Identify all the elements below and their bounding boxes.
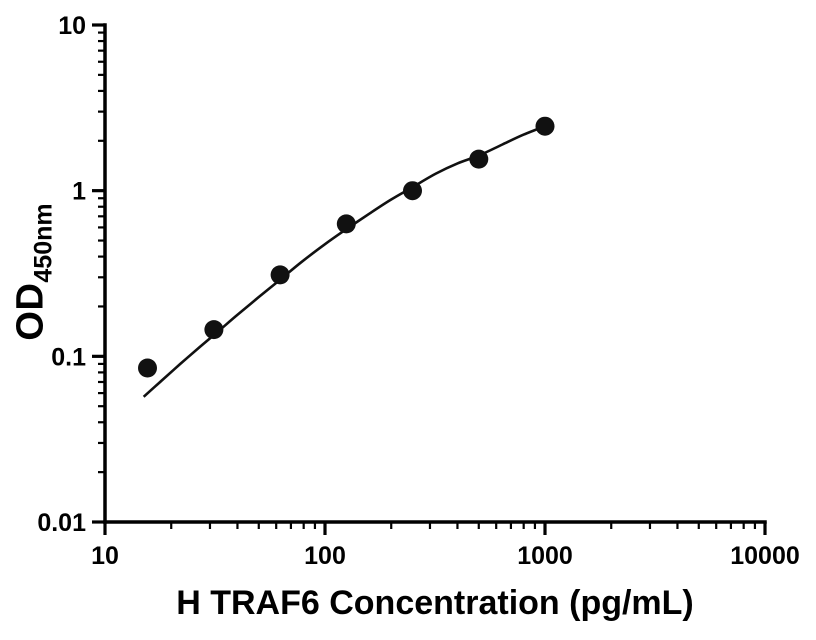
data-point [469,149,489,169]
fit-curve [142,124,546,398]
y-axis-title-main: OD [9,282,52,341]
data-point [270,265,290,285]
x-tick-label: 10 [91,542,119,570]
y-tick-label: 1 [72,178,86,206]
data-point [535,116,555,136]
x-axis-title: H TRAF6 Concentration (pg/mL) [176,584,694,622]
y-axis-title-sub: 450nm [29,203,58,283]
x-tick-label: 10000 [730,542,800,570]
y-tick-label: 0.01 [37,509,86,537]
y-axis-title: OD450nm [10,203,59,340]
x-tick-label: 1000 [517,542,573,570]
y-tick-label: 0.1 [51,343,86,371]
y-tick-label: 10 [58,12,86,40]
data-point [403,181,422,201]
data-point [204,320,224,340]
data-point [138,358,157,378]
data-point [336,214,356,234]
x-tick-label: 100 [304,542,346,570]
